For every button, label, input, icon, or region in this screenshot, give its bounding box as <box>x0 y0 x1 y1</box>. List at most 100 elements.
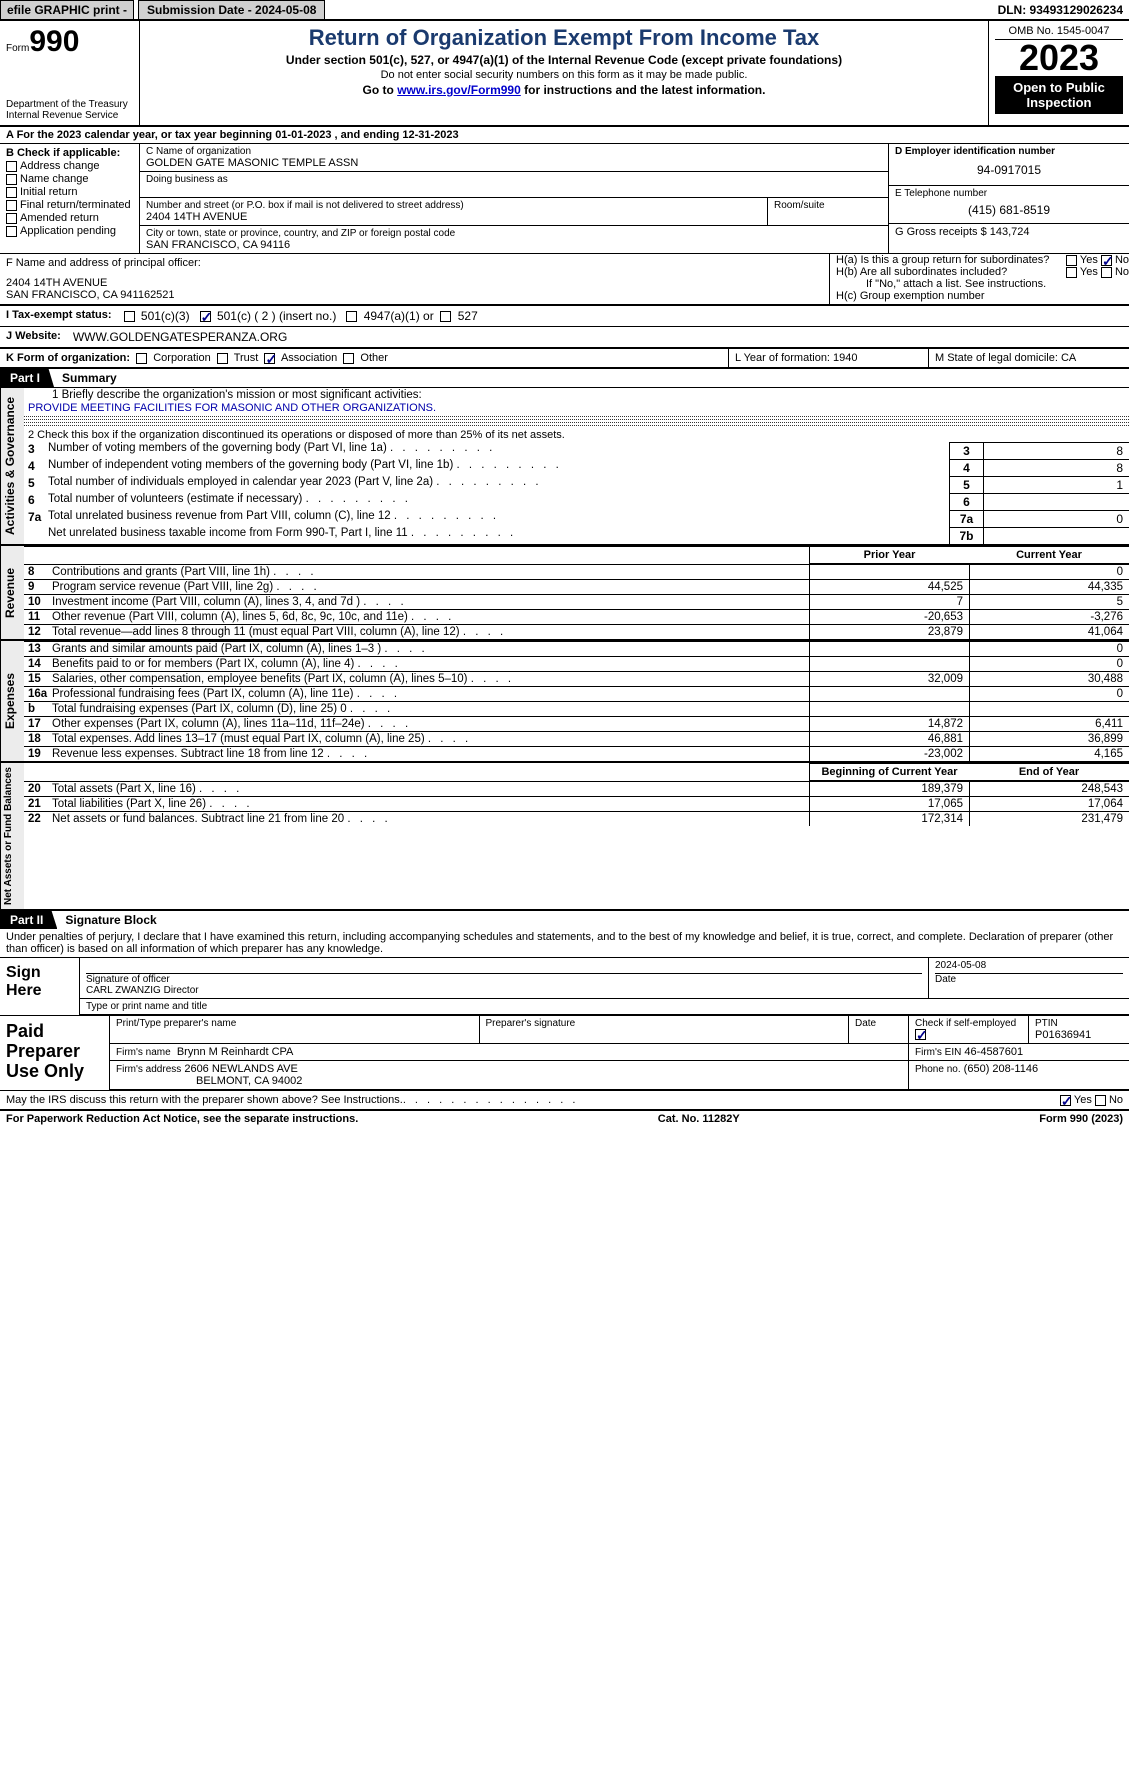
cb-amended[interactable] <box>6 213 17 224</box>
tax-year: 2023 <box>995 40 1123 76</box>
sig-date: 2024-05-08 <box>935 960 1123 974</box>
hb-label: H(b) Are all subordinates included? <box>836 266 1007 278</box>
ha-yes[interactable] <box>1066 255 1077 266</box>
prep-phone: (650) 208-1146 <box>964 1063 1038 1075</box>
open-inspection: Open to Public Inspection <box>995 76 1123 114</box>
ptin-lbl: PTIN <box>1035 1018 1123 1029</box>
room-suite-label: Room/suite <box>768 197 888 225</box>
firm-ein-lbl: Firm's EIN <box>915 1047 961 1058</box>
website-label: J Website: <box>0 327 67 347</box>
firm-city: BELMONT, CA 94002 <box>116 1075 302 1087</box>
part1-title: Summary <box>62 371 117 385</box>
g-label: G Gross receipts $ 143,724 <box>895 226 1123 238</box>
firm-name-lbl: Firm's name <box>116 1047 171 1058</box>
phone-lbl: Phone no. <box>915 1064 961 1075</box>
cb-501c3[interactable] <box>124 311 135 322</box>
perjury-declaration: Under penalties of perjury, I declare th… <box>0 929 1129 958</box>
cb-app-pending[interactable] <box>6 226 17 237</box>
end-year-hdr: End of Year <box>969 763 1129 781</box>
officer-name: CARL ZWANZIG Director <box>86 985 922 996</box>
form-small: Form <box>6 43 29 54</box>
cb-address-change[interactable] <box>6 161 17 172</box>
date-lbl: Date <box>935 974 1123 985</box>
exp-vlabel: Expenses <box>0 641 24 761</box>
dept-treasury: Department of the Treasury <box>6 99 133 110</box>
form-subtitle2: Do not enter social security numbers on … <box>146 69 982 81</box>
f-addr1: 2404 14TH AVENUE <box>6 277 823 289</box>
addr-label: Number and street (or P.O. box if mail i… <box>146 200 761 211</box>
year-formation: L Year of formation: 1940 <box>729 349 929 367</box>
part2-header: Part II Signature Block <box>0 911 1129 929</box>
self-emp-lbl: Check if self-employed <box>915 1018 1016 1029</box>
footer-left: For Paperwork Reduction Act Notice, see … <box>6 1113 358 1125</box>
tax-status-label: I Tax-exempt status: <box>0 306 118 326</box>
firm-ein: 46-4587601 <box>964 1046 1023 1058</box>
part2-title: Signature Block <box>65 913 156 927</box>
cb-4947[interactable] <box>346 311 357 322</box>
hb-yes[interactable] <box>1066 267 1077 278</box>
section-a-line: A For the 2023 calendar year, or tax yea… <box>0 127 1129 144</box>
ha-no[interactable] <box>1101 255 1112 266</box>
firm-addr-lbl: Firm's address <box>116 1064 181 1075</box>
footer-right: Form 990 (2023) <box>1039 1113 1123 1125</box>
form-number: 990 <box>29 25 79 58</box>
cb-initial-return[interactable] <box>6 187 17 198</box>
street-address: 2404 14TH AVENUE <box>146 211 761 223</box>
dln-label: DLN: 93493129026234 <box>992 1 1129 19</box>
cb-assoc[interactable] <box>264 353 275 364</box>
phone-value: (415) 681-8519 <box>895 199 1123 221</box>
discuss-label: May the IRS discuss this return with the… <box>6 1094 403 1106</box>
cb-trust[interactable] <box>217 353 228 364</box>
cb-final-return[interactable] <box>6 200 17 211</box>
current-year-hdr: Current Year <box>969 546 1129 564</box>
rev-vlabel: Revenue <box>0 546 24 639</box>
ha-label: H(a) Is this a group return for subordin… <box>836 254 1049 266</box>
firm-addr: 2606 NEWLANDS AVE <box>184 1063 298 1075</box>
form-header: Form990 Department of the Treasury Inter… <box>0 21 1129 127</box>
irs-label: Internal Revenue Service <box>6 110 133 121</box>
prep-date-lbl: Date <box>855 1018 902 1029</box>
hc-label: H(c) Group exemption number <box>836 290 1129 302</box>
efile-badge: efile GRAPHIC print - <box>0 0 134 19</box>
discuss-yes[interactable] <box>1060 1095 1071 1106</box>
go-post: for instructions and the latest informat… <box>521 83 766 97</box>
city-state-zip: SAN FRANCISCO, CA 94116 <box>146 239 882 251</box>
paid-preparer-label: Paid Preparer Use Only <box>0 1016 110 1090</box>
hb-no[interactable] <box>1101 267 1112 278</box>
footer-mid: Cat. No. 11282Y <box>658 1113 740 1125</box>
top-bar: efile GRAPHIC print - Submission Date - … <box>0 0 1129 21</box>
cb-527[interactable] <box>440 311 451 322</box>
discuss-no[interactable] <box>1095 1095 1106 1106</box>
cb-self-employed[interactable] <box>915 1029 926 1040</box>
website-url: WWW.GOLDENGATESPERANZA.ORG <box>67 327 1129 347</box>
b-label: B Check if applicable: <box>6 147 133 159</box>
identity-row: B Check if applicable: Address change Na… <box>0 144 1129 254</box>
go-pre: Go to <box>363 83 398 97</box>
firm-name: Brynn M Reinhardt CPA <box>177 1046 294 1058</box>
c-label: C Name of organization <box>146 146 882 157</box>
prep-name-lbl: Print/Type preparer's name <box>116 1018 473 1029</box>
city-label: City or town, state or province, country… <box>146 228 882 239</box>
type-name-lbl: Type or print name and title <box>80 999 1129 1014</box>
cb-corp[interactable] <box>136 353 147 364</box>
gov-vlabel: Activities & Governance <box>0 388 24 544</box>
form-subtitle: Under section 501(c), 527, or 4947(a)(1)… <box>146 53 982 67</box>
submission-date: Submission Date - 2024-05-08 <box>138 0 325 19</box>
part1-header: Part I Summary <box>0 369 1129 387</box>
cb-501c[interactable] <box>200 311 211 322</box>
cb-other[interactable] <box>343 353 354 364</box>
k-label: K Form of organization: <box>6 352 130 364</box>
line2-label: 2 Check this box if the organization dis… <box>28 429 565 441</box>
state-domicile: M State of legal domicile: CA <box>929 349 1129 367</box>
sign-here-label: Sign Here <box>0 958 80 1015</box>
e-label: E Telephone number <box>895 188 1123 199</box>
d-label: D Employer identification number <box>895 146 1123 157</box>
part1-tab: Part I <box>0 369 54 387</box>
part2-tab: Part II <box>0 911 57 929</box>
prior-year-hdr: Prior Year <box>809 546 969 564</box>
form990-link[interactable]: www.irs.gov/Form990 <box>397 83 521 97</box>
ein-value: 94-0917015 <box>895 157 1123 183</box>
prep-sig-lbl: Preparer's signature <box>486 1018 843 1029</box>
cb-name-change[interactable] <box>6 174 17 185</box>
begin-year-hdr: Beginning of Current Year <box>809 763 969 781</box>
